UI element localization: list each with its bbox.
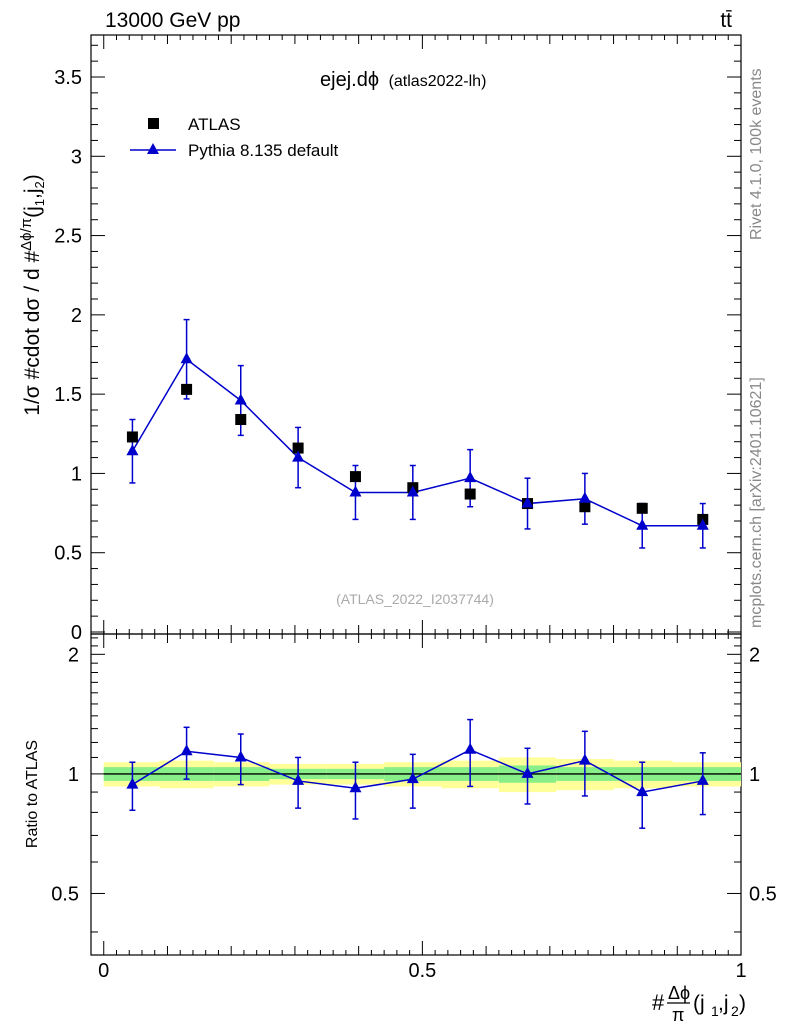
svg-text:): ) xyxy=(739,992,746,1015)
ratio-panel: 0.5 0.51 12 2 0 0.5 1 Ratio to ATLAS # Δϕ π (… xyxy=(24,633,777,1024)
atlas-point xyxy=(464,488,476,500)
ratio-point xyxy=(696,773,709,785)
ratio-series-group xyxy=(126,718,709,829)
ratio-y-axis: 0.5 0.5 1 1 2 2 xyxy=(51,637,777,933)
main-y-label-prefix: 1/σ #cdot dσ / d # xyxy=(21,251,44,416)
atlas-point xyxy=(579,501,591,513)
svg-text:π: π xyxy=(672,1005,684,1024)
rivet-version-label: Rivet 4.1.0, 100k events xyxy=(748,68,765,240)
svg-text:#: # xyxy=(652,990,665,1015)
svg-text:,j: ,j xyxy=(718,992,729,1015)
xtick-label: 0 xyxy=(98,960,109,982)
legend-atlas-label: ATLAS xyxy=(188,115,241,134)
plot-title-main: ejej.dϕ xyxy=(320,69,379,91)
main-y-axis: 0 0.5 1 1.5 2 2.5 3 3.5 xyxy=(54,44,741,644)
atlas-point xyxy=(235,414,247,426)
atlas-point xyxy=(126,431,138,443)
svg-text:Δϕ: Δϕ xyxy=(668,983,690,1003)
ratio-y-axis-label: Ratio to ATLAS xyxy=(24,740,41,848)
pythia-point xyxy=(521,496,534,508)
ratio-ytick-label-right: 1 xyxy=(749,764,760,786)
ratio-ytick-label: 1 xyxy=(68,764,79,786)
svg-text:1/σ #cdot dσ / d #Δϕ/π(j1,j2): 1/σ #cdot dσ / d #Δϕ/π(j1,j2) xyxy=(18,174,47,415)
legend: ATLAS Pythia 8.135 default xyxy=(130,115,339,160)
ratio-ytick-label: 2 xyxy=(68,644,79,666)
main-x-axis xyxy=(103,35,742,634)
main-ytick-label: 3.5 xyxy=(54,67,82,89)
pythia-point xyxy=(292,450,305,462)
main-ytick-label: 1 xyxy=(71,463,82,485)
main-ytick-label: 2.5 xyxy=(54,226,82,248)
ratio-point xyxy=(126,777,139,789)
pythia-point xyxy=(464,471,477,483)
atlas-point xyxy=(636,502,648,514)
xtick-label: 1 xyxy=(735,960,746,982)
legend-pythia-label: Pythia 8.135 default xyxy=(188,141,339,160)
plot-title: ejej.dϕ (atlas2022-lh) xyxy=(320,69,486,91)
main-ytick-label: 3 xyxy=(71,146,82,168)
pythia-line xyxy=(131,358,703,527)
main-ytick-label: 2 xyxy=(71,305,82,327)
main-y-label-frac: Δϕ/π xyxy=(18,218,35,251)
svg-text:(j: (j xyxy=(693,992,705,1015)
pythia-point xyxy=(406,485,419,497)
svg-text:1: 1 xyxy=(711,1003,719,1019)
main-ytick-label: 1.5 xyxy=(54,384,82,406)
ratio-point xyxy=(636,785,649,797)
main-series-group xyxy=(126,318,709,549)
ratio-ytick-label-right: 0.5 xyxy=(749,883,777,905)
main-ytick-label: 0.5 xyxy=(54,543,82,565)
ratio-point xyxy=(578,753,591,765)
mcplots-label: mcplots.cern.ch [arXiv:2401.10621] xyxy=(748,377,765,628)
ratio-point xyxy=(521,766,534,778)
pythia-point xyxy=(234,393,247,405)
ratio-point xyxy=(234,750,247,762)
ratio-frame xyxy=(90,633,742,956)
collision-label: 13000 GeV pp xyxy=(105,9,240,32)
main-y-label-suffix: (j xyxy=(21,206,44,218)
legend-pythia-marker xyxy=(147,143,159,154)
pythia-point xyxy=(696,518,709,530)
main-y-axis-label: 1/σ #cdot dσ / d #Δϕ/π(j1,j2) xyxy=(18,174,47,415)
ratio-point xyxy=(464,742,477,754)
legend-atlas-marker xyxy=(148,118,159,129)
ratio-ytick-label-right: 2 xyxy=(749,644,760,666)
atlas-point xyxy=(292,442,304,454)
pythia-point xyxy=(349,485,362,497)
pythia-point xyxy=(578,491,591,503)
atlas-point xyxy=(181,383,193,395)
ratio-point xyxy=(406,772,419,784)
pythia-point xyxy=(126,444,139,456)
ratio-point xyxy=(349,781,362,793)
main-ytick-label: 0 xyxy=(71,622,82,644)
analysis-watermark: (ATLAS_2022_I2037744) xyxy=(336,591,494,607)
process-label: tt̄ xyxy=(720,9,732,32)
pythia-point xyxy=(180,352,193,364)
pythia-point xyxy=(636,518,649,530)
ratio-point xyxy=(180,744,193,756)
main-panel: 00.511.522.533.5 ejej.dϕ (atlas2022-lh) … xyxy=(18,34,742,644)
x-axis-label: # Δϕ π (j 1 ,j 2 ) xyxy=(652,983,746,1024)
ratio-ytick-label: 0.5 xyxy=(51,883,79,905)
xtick-label: 0.5 xyxy=(408,960,436,982)
ratio-x-axis: 0 0.5 1 xyxy=(98,634,747,982)
ratio-point xyxy=(292,773,305,785)
svg-text:2: 2 xyxy=(731,1003,739,1019)
atlas-point xyxy=(349,471,361,483)
plot-title-suffix: (atlas2022-lh) xyxy=(389,73,487,90)
